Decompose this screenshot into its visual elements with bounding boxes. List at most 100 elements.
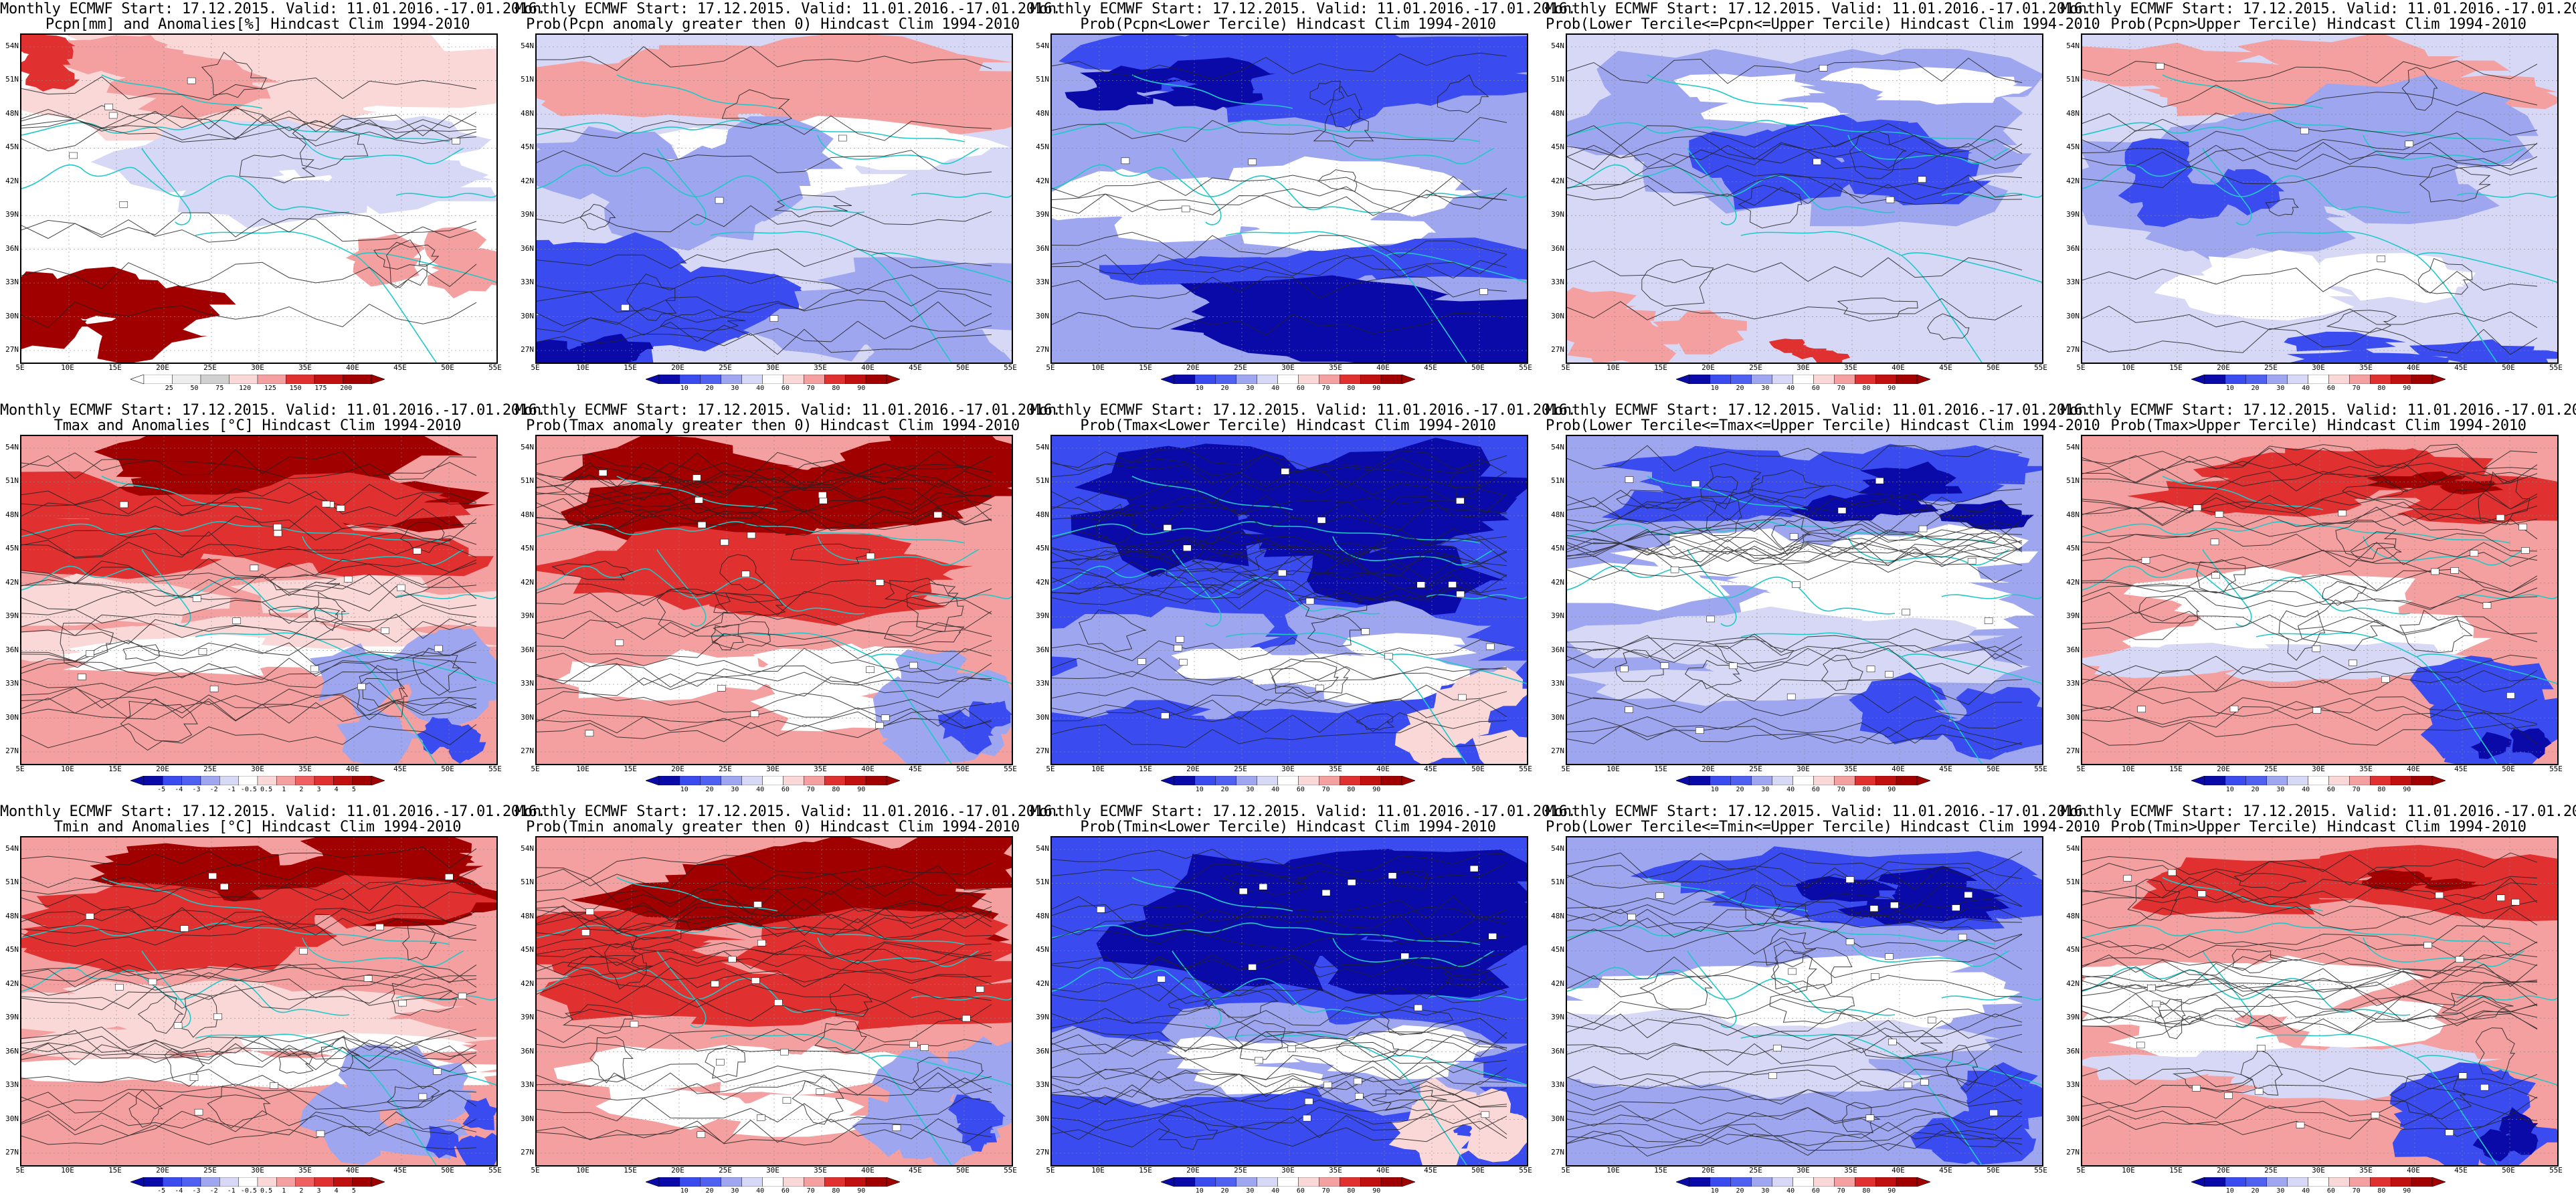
color-bar-label: 40 bbox=[1786, 786, 1795, 793]
color-bar-label: 5 bbox=[351, 786, 356, 793]
lon-label: 15E bbox=[2169, 1166, 2183, 1175]
color-bar-label: 80 bbox=[1347, 786, 1356, 793]
lon-label: 50E bbox=[1987, 363, 2000, 372]
lat-label: 51N bbox=[2066, 75, 2080, 84]
lat-label: 33N bbox=[2066, 278, 2080, 287]
lon-label: 10E bbox=[1091, 1166, 1105, 1175]
lon-label: 35E bbox=[298, 765, 312, 773]
color-bar-label: 0.5 bbox=[260, 1187, 273, 1195]
color-bar-label: 10 bbox=[2225, 1187, 2234, 1195]
map-field bbox=[1567, 837, 2042, 1165]
lon-label: 20E bbox=[1186, 363, 1200, 372]
lat-label: 39N bbox=[1036, 210, 1049, 219]
lat-label: 30N bbox=[5, 1114, 19, 1123]
lat-label: 33N bbox=[1551, 278, 1564, 287]
lon-label: 35E bbox=[298, 1166, 312, 1175]
lon-label: 35E bbox=[2359, 765, 2373, 773]
lon-label: 40E bbox=[346, 363, 359, 372]
color-bar-label: 40 bbox=[2302, 1187, 2310, 1195]
lat-label: 45N bbox=[1551, 945, 1564, 955]
lon-label: 55E bbox=[1004, 363, 1017, 372]
lat-label: 27N bbox=[1551, 1148, 1564, 1157]
lat-label: 27N bbox=[1036, 1148, 1049, 1157]
color-bar-label: 60 bbox=[1811, 385, 1820, 392]
lon-label: 40E bbox=[1376, 363, 1390, 372]
map-field bbox=[1567, 436, 2042, 764]
lat-label: 39N bbox=[1036, 1013, 1049, 1022]
lat-label: 42N bbox=[2066, 176, 2080, 185]
lat-label: 48N bbox=[1551, 108, 1564, 118]
lat-label: 30N bbox=[5, 712, 19, 722]
lat-label: 48N bbox=[1036, 510, 1049, 519]
lon-label: 5E bbox=[1561, 363, 1570, 372]
lat-label: 36N bbox=[1551, 1046, 1564, 1056]
lon-label: 25E bbox=[203, 765, 217, 773]
color-bar-label: 70 bbox=[2352, 786, 2361, 793]
color-bar-label: 2 bbox=[299, 786, 304, 793]
color-bar-label: 40 bbox=[1271, 786, 1280, 793]
lon-label: 35E bbox=[1844, 765, 1857, 773]
lat-label: 33N bbox=[521, 679, 534, 688]
lon-label: 15E bbox=[108, 363, 122, 372]
color-bar-label: 70 bbox=[1837, 1187, 1845, 1195]
panel-title-line1: Monthly ECMWF Start: 17.12.2015. Valid: … bbox=[2061, 402, 2576, 419]
color-bar-label: 40 bbox=[1786, 385, 1795, 392]
color-bar-label: 20 bbox=[705, 1187, 714, 1195]
map-field bbox=[537, 436, 1012, 764]
lat-label: 30N bbox=[2066, 1114, 2080, 1123]
lon-label: 35E bbox=[2359, 1166, 2373, 1175]
lat-label: 39N bbox=[1036, 611, 1049, 621]
lat-label: 42N bbox=[1551, 979, 1564, 988]
lon-label: 55E bbox=[2034, 1166, 2047, 1175]
lon-label: 50E bbox=[956, 363, 970, 372]
color-bar-label: 70 bbox=[1321, 1187, 1330, 1195]
lat-label: 51N bbox=[521, 476, 534, 486]
lon-label: 20E bbox=[2217, 1166, 2230, 1175]
lon-label: 5E bbox=[531, 765, 540, 773]
lat-label: 48N bbox=[1036, 911, 1049, 920]
color-bar-label: 3 bbox=[316, 1187, 321, 1195]
lon-label: 20E bbox=[156, 765, 169, 773]
color-bar-label: -5 bbox=[157, 786, 166, 793]
color-bar-label: 70 bbox=[806, 786, 815, 793]
color-bar-label: 40 bbox=[756, 1187, 765, 1195]
lat-label: 42N bbox=[2066, 577, 2080, 587]
color-bar-label: -1 bbox=[227, 786, 236, 793]
lat-label: 48N bbox=[521, 510, 534, 519]
color-bar-label: 200 bbox=[340, 385, 353, 392]
lon-label: 20E bbox=[1701, 765, 1715, 773]
lon-label: 55E bbox=[1004, 765, 1017, 773]
lon-label: 25E bbox=[1234, 765, 1247, 773]
lon-label: 40E bbox=[1892, 765, 1905, 773]
lat-label: 48N bbox=[1036, 108, 1049, 118]
panel-title-line2: Prob(Lower Tercile<=Tmax<=Upper Tercile)… bbox=[1546, 417, 2100, 434]
lat-label: 48N bbox=[521, 911, 534, 920]
lat-label: 27N bbox=[521, 746, 534, 755]
lon-label: 40E bbox=[2407, 1166, 2420, 1175]
color-bar-swatches bbox=[1161, 375, 1415, 384]
color-bar-label: 70 bbox=[2352, 385, 2361, 392]
lon-label: 50E bbox=[441, 363, 454, 372]
lat-label: 54N bbox=[1551, 443, 1564, 452]
color-bar-label: 30 bbox=[1246, 1187, 1255, 1195]
lon-label: 5E bbox=[2076, 363, 2086, 372]
color-bar-label: -0.5 bbox=[240, 1187, 257, 1195]
lon-label: 25E bbox=[1749, 363, 1762, 372]
color-bar-label: 70 bbox=[1321, 385, 1330, 392]
lon-label: 35E bbox=[2359, 363, 2373, 372]
color-bar-label: 50 bbox=[190, 385, 199, 392]
lon-label: 15E bbox=[108, 1166, 122, 1175]
map-panel: Monthly ECMWF Start: 17.12.2015. Valid: … bbox=[0, 803, 546, 1204]
color-bar-label: 30 bbox=[2276, 1187, 2285, 1195]
color-bar-swatches bbox=[1676, 1177, 1930, 1187]
color-bar-label: 90 bbox=[1888, 385, 1896, 392]
color-bar: 10 20 30 40 60 70 80 90 bbox=[1676, 776, 1930, 793]
panel-title-line1: Monthly ECMWF Start: 17.12.2015. Valid: … bbox=[2061, 1, 2576, 17]
lon-label: 35E bbox=[1329, 1166, 1342, 1175]
color-bar-label: 3 bbox=[316, 786, 321, 793]
panel-title-line1: Monthly ECMWF Start: 17.12.2015. Valid: … bbox=[1546, 402, 2092, 419]
lat-label: 33N bbox=[1551, 679, 1564, 688]
lon-label: 50E bbox=[1987, 765, 2000, 773]
color-bar-label: 10 bbox=[1195, 1187, 1204, 1195]
color-bar-label: 80 bbox=[832, 385, 840, 392]
